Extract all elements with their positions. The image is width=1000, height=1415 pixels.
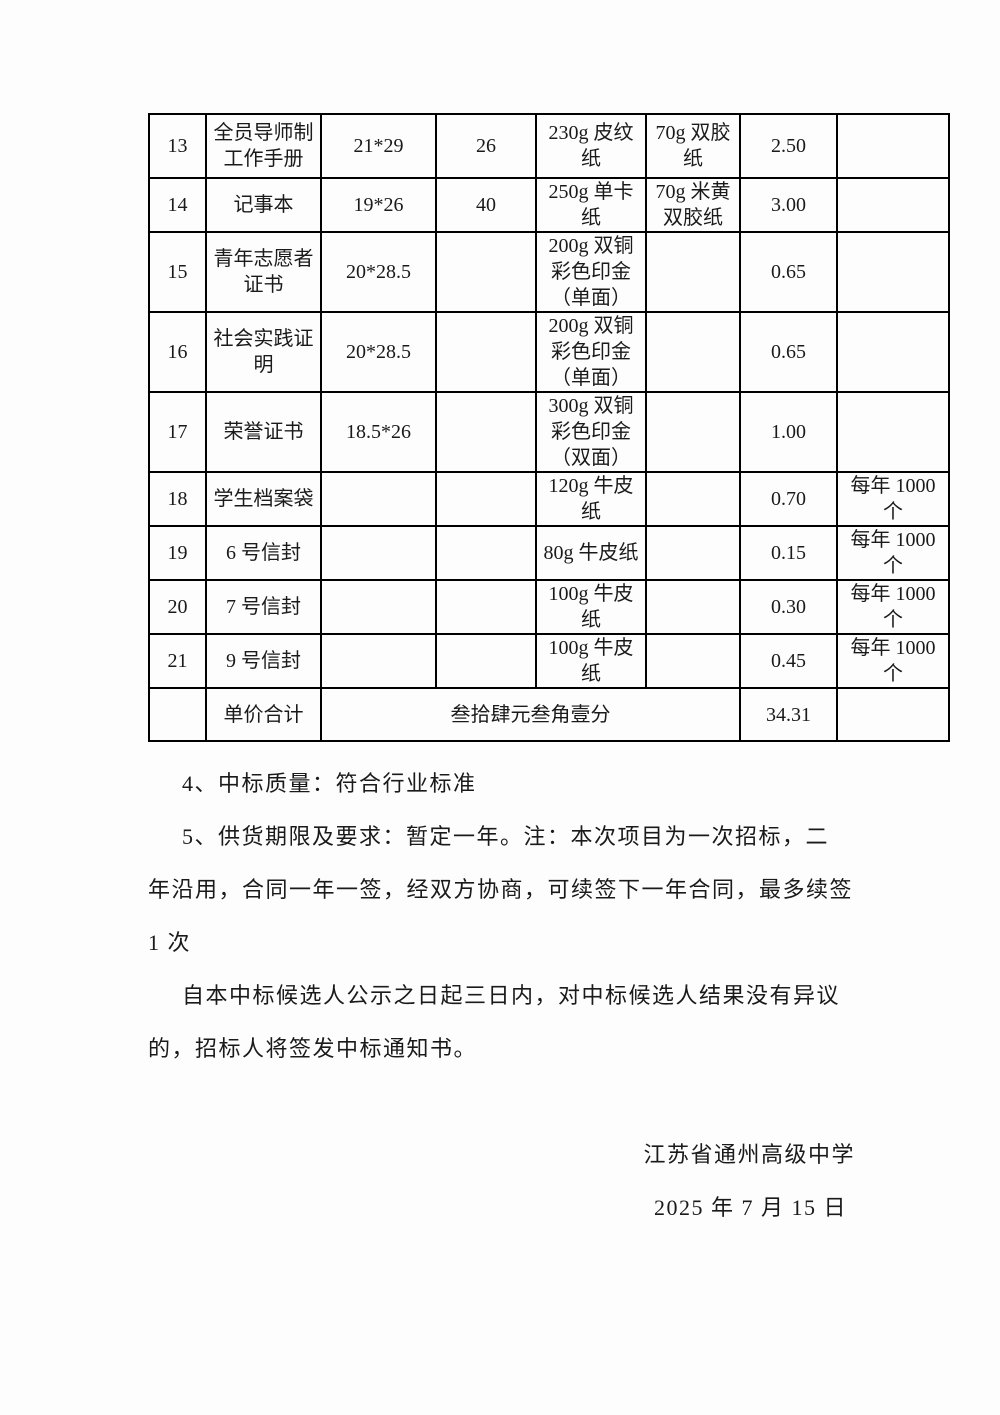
cell-item-name: 全员导师制 工作手册 (205, 113, 322, 179)
cell-spec: 20*28.5 (320, 231, 437, 313)
cell-note: 每年 1000 个 (836, 471, 950, 527)
total-amount: 34.31 (739, 687, 838, 742)
cell-spec: 19*26 (320, 177, 437, 233)
cell-spec (320, 525, 437, 581)
notice-paragraph-line-2: 的，招标人将签发中标通知书。 (148, 1036, 478, 1061)
cell-item-no: 13 (148, 113, 207, 179)
cell-paper-inner (645, 471, 741, 527)
cell-note: 每年 1000 个 (836, 579, 950, 635)
cell-paper-main: 230g 皮纹 纸 (535, 113, 647, 179)
cell-item-name: 荣誉证书 (205, 391, 322, 473)
cell-note (836, 231, 950, 313)
table-total-row: 单价合计 叁拾肆元叁角壹分 34.31 (148, 687, 950, 742)
cell-paper-main: 300g 双铜 彩色印金 （双面） (535, 391, 647, 473)
clause-5-supply-term-line-3: 1 次 (148, 930, 192, 955)
cell-price: 0.15 (739, 525, 838, 581)
table-row: 13 全员导师制 工作手册 21*29 26 230g 皮纹 纸 70g 双胶 … (148, 113, 950, 179)
cell-note (836, 177, 950, 233)
cell-qty (435, 391, 537, 473)
cell-item-name: 记事本 (205, 177, 322, 233)
cell-item-name: 7 号信封 (205, 579, 322, 635)
clause-4-quality: 4、中标质量：符合行业标准 (182, 771, 477, 796)
cell-spec (320, 633, 437, 689)
cell-note (836, 311, 950, 393)
cell-item-no: 19 (148, 525, 207, 581)
total-amount-in-words: 叁拾肆元叁角壹分 (320, 687, 741, 742)
signature-organization: 江苏省通州高级中学 (643, 1142, 855, 1167)
cell-paper-inner (645, 311, 741, 393)
cell-paper-main: 100g 牛皮 纸 (535, 579, 647, 635)
price-table: 13 全员导师制 工作手册 21*29 26 230g 皮纹 纸 70g 双胶 … (148, 113, 950, 742)
cell-item-no: 18 (148, 471, 207, 527)
table-row: 20 7 号信封 100g 牛皮 纸 0.30 每年 1000 个 (148, 579, 950, 635)
table-row: 19 6 号信封 80g 牛皮纸 0.15 每年 1000 个 (148, 525, 950, 581)
cell-price: 0.65 (739, 311, 838, 393)
cell-item-no (148, 687, 207, 742)
cell-paper-main: 80g 牛皮纸 (535, 525, 647, 581)
table-row: 21 9 号信封 100g 牛皮 纸 0.45 每年 1000 个 (148, 633, 950, 689)
table-row: 15 青年志愿者 证书 20*28.5 200g 双铜 彩色印金 （单面） 0.… (148, 231, 950, 313)
cell-paper-main: 250g 单卡 纸 (535, 177, 647, 233)
cell-spec: 20*28.5 (320, 311, 437, 393)
clause-5-supply-term-line-2: 年沿用，合同一年一签，经双方协商，可续签下一年合同，最多续签 (148, 877, 854, 902)
cell-price: 0.45 (739, 633, 838, 689)
cell-note: 每年 1000 个 (836, 633, 950, 689)
cell-price: 0.65 (739, 231, 838, 313)
cell-item-name: 学生档案袋 (205, 471, 322, 527)
table-row: 18 学生档案袋 120g 牛皮 纸 0.70 每年 1000 个 (148, 471, 950, 527)
cell-spec (320, 471, 437, 527)
clause-5-supply-term-line-1: 5、供货期限及要求：暂定一年。注：本次项目为一次招标，二 (182, 824, 830, 849)
cell-note (836, 391, 950, 473)
body-text: 4、中标质量：符合行业标准 5、供货期限及要求：暂定一年。注：本次项目为一次招标… (148, 757, 855, 1234)
cell-item-no: 16 (148, 311, 207, 393)
table-row: 17 荣誉证书 18.5*26 300g 双铜 彩色印金 （双面） 1.00 (148, 391, 950, 473)
cell-qty (435, 471, 537, 527)
cell-paper-inner (645, 231, 741, 313)
cell-qty (435, 311, 537, 393)
cell-paper-inner (645, 525, 741, 581)
cell-paper-inner: 70g 米黄 双胶纸 (645, 177, 741, 233)
cell-paper-main: 200g 双铜 彩色印金 （单面） (535, 231, 647, 313)
cell-price: 2.50 (739, 113, 838, 179)
cell-spec: 21*29 (320, 113, 437, 179)
table-row: 14 记事本 19*26 40 250g 单卡 纸 70g 米黄 双胶纸 3.0… (148, 177, 950, 233)
cell-paper-main: 100g 牛皮 纸 (535, 633, 647, 689)
cell-qty (435, 525, 537, 581)
cell-note (836, 687, 950, 742)
notice-paragraph-line-1: 自本中标候选人公示之日起三日内，对中标候选人结果没有异议 (182, 983, 841, 1008)
cell-qty (435, 633, 537, 689)
cell-item-name: 社会实践证 明 (205, 311, 322, 393)
cell-paper-main: 120g 牛皮 纸 (535, 471, 647, 527)
cell-item-no: 21 (148, 633, 207, 689)
cell-paper-inner (645, 391, 741, 473)
cell-item-no: 20 (148, 579, 207, 635)
cell-item-no: 15 (148, 231, 207, 313)
cell-paper-main: 200g 双铜 彩色印金 （单面） (535, 311, 647, 393)
cell-qty (435, 579, 537, 635)
cell-paper-inner: 70g 双胶 纸 (645, 113, 741, 179)
cell-item-name: 青年志愿者 证书 (205, 231, 322, 313)
cell-qty: 26 (435, 113, 537, 179)
cell-qty (435, 231, 537, 313)
cell-qty: 40 (435, 177, 537, 233)
cell-price: 3.00 (739, 177, 838, 233)
cell-item-name: 6 号信封 (205, 525, 322, 581)
cell-item-no: 17 (148, 391, 207, 473)
cell-item-no: 14 (148, 177, 207, 233)
cell-note (836, 113, 950, 179)
cell-price: 1.00 (739, 391, 838, 473)
cell-paper-inner (645, 579, 741, 635)
cell-paper-inner (645, 633, 741, 689)
cell-note: 每年 1000 个 (836, 525, 950, 581)
cell-price: 0.30 (739, 579, 838, 635)
cell-price: 0.70 (739, 471, 838, 527)
table-row: 16 社会实践证 明 20*28.5 200g 双铜 彩色印金 （单面） 0.6… (148, 311, 950, 393)
cell-spec (320, 579, 437, 635)
cell-spec: 18.5*26 (320, 391, 437, 473)
cell-item-name: 9 号信封 (205, 633, 322, 689)
signature-date: 2025 年 7 月 15 日 (653, 1195, 847, 1220)
total-label: 单价合计 (205, 687, 322, 742)
